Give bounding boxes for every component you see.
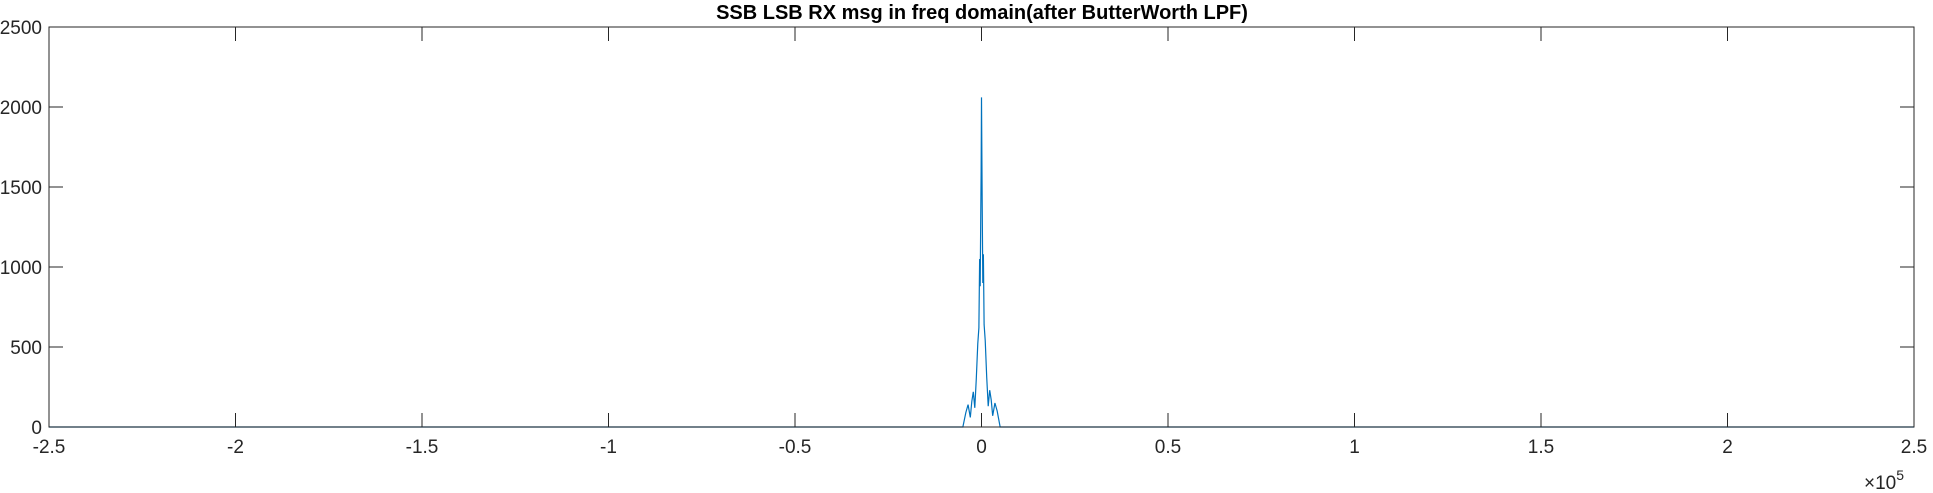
y-tick-label: 0 — [31, 418, 42, 439]
x-tick-label: 0.5 — [1155, 437, 1181, 458]
y-ticks: 0 500 1000 1500 2000 2500 — [0, 18, 1914, 439]
y-tick-label: 1000 — [0, 258, 42, 279]
x-tick-label: -1 — [600, 437, 617, 458]
x-tick-label: -2 — [227, 437, 244, 458]
x-tick-label: 1 — [1349, 437, 1360, 458]
series-line-0 — [49, 97, 1914, 428]
chart-title: SSB LSB RX msg in freq domain(after Butt… — [716, 2, 1248, 24]
x-tick-label: 2.5 — [1901, 437, 1927, 458]
series-layer — [49, 97, 1914, 428]
x-tick-label: -2.5 — [33, 437, 66, 458]
x-tick-label: 2 — [1722, 437, 1733, 458]
x-tick-label: 1.5 — [1528, 437, 1554, 458]
x-tick-label: -0.5 — [779, 437, 812, 458]
y-tick-label: 2000 — [0, 98, 42, 119]
x-ticks: -2.5 -2 -1.5 -1 -0.5 0 0.5 1 1.5 2 2.5 — [33, 27, 1927, 458]
x-exponent-power: 5 — [1896, 467, 1904, 483]
y-tick-label: 1500 — [0, 178, 42, 199]
x-tick-label: -1.5 — [406, 437, 439, 458]
x-exponent-base: ×10 — [1864, 473, 1896, 493]
x-tick-label: 0 — [976, 437, 987, 458]
x-exponent-label: ×105 — [1864, 467, 1904, 493]
y-tick-label: 2500 — [0, 18, 42, 39]
y-tick-label: 500 — [10, 338, 42, 359]
